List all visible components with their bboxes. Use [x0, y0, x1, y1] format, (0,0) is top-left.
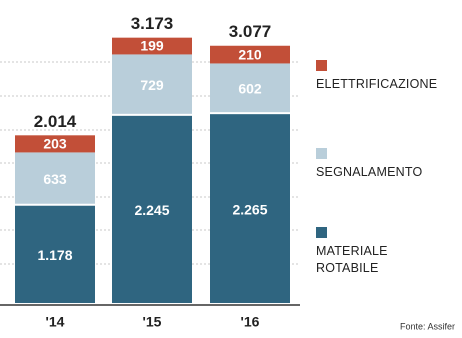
value-label: 602: [238, 81, 262, 97]
value-label: 633: [43, 171, 67, 187]
value-label: 199: [140, 38, 164, 54]
bar-segment: [210, 45, 290, 64]
value-label: 2.245: [134, 202, 169, 218]
value-label: 2.265: [232, 201, 267, 217]
legend-swatch: [316, 148, 327, 159]
legend-swatch: [316, 227, 327, 238]
legend-swatch: [316, 60, 327, 71]
bar-segment: [210, 63, 290, 113]
legend-label: MATERIALE ROTABILE: [316, 244, 388, 275]
total-label: 3.173: [131, 14, 174, 33]
x-tick-label: '16: [241, 314, 260, 330]
value-label: 729: [140, 77, 164, 93]
value-label: 1.178: [37, 247, 72, 263]
bar-segment: [15, 152, 95, 204]
legend-label: ELETTRIFICAZIONE: [316, 77, 438, 91]
value-label: 203: [43, 136, 67, 152]
bar-segment: [112, 115, 192, 303]
bar-segment: [112, 54, 192, 114]
x-tick-label: '14: [46, 314, 65, 330]
source: Fonte: Assifer: [400, 321, 455, 331]
total-label: 3.077: [229, 22, 272, 41]
bar-segment: [15, 205, 95, 303]
legend-label: SEGNALAMENTO: [316, 165, 423, 179]
bar-segment: [15, 135, 95, 153]
bar-segment: [112, 37, 192, 55]
x-tick-label: '15: [143, 314, 162, 330]
value-label: 210: [238, 46, 262, 62]
total-label: 2.014: [34, 112, 77, 131]
bar-segment: [210, 114, 290, 303]
